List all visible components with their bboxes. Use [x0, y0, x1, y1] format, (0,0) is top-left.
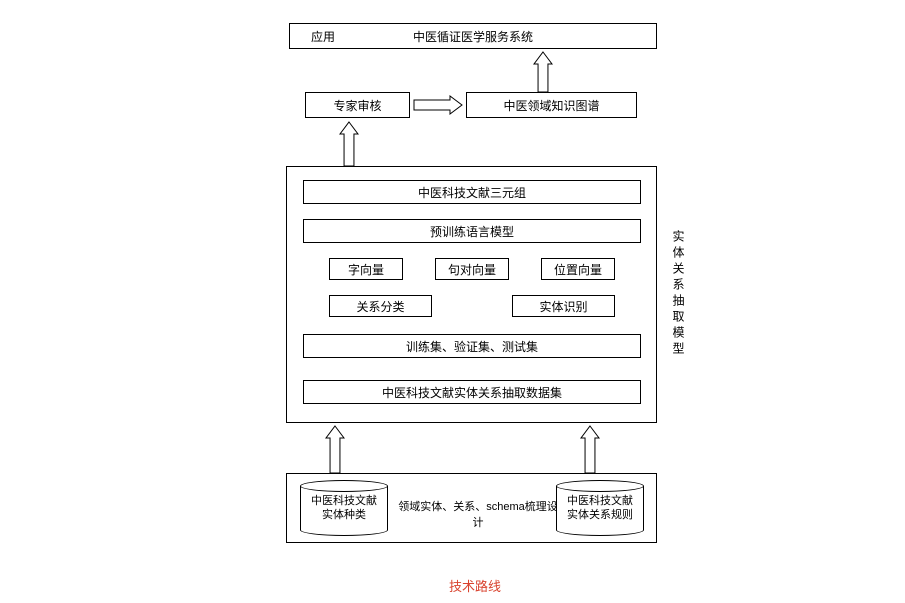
knowledge-graph-label: 中医领域知识图谱: [503, 97, 599, 114]
embedding-position-box: 位置向量: [541, 258, 615, 280]
app-title: 中医循证医学服务系统: [413, 28, 533, 45]
data-splits-box: 训练集、验证集、测试集: [303, 334, 641, 358]
model-side-label: 实体关系抽取模型: [670, 230, 687, 358]
dataset-box: 中医科技文献实体关系抽取数据集: [303, 380, 641, 404]
entity-recognition-box: 实体识别: [512, 295, 615, 317]
embedding-position-label: 位置向量: [554, 261, 602, 278]
cylinder-left-label: 中医科技文献 实体种类: [311, 494, 377, 523]
expert-review-box: 专家审核: [305, 92, 410, 118]
expert-review-label: 专家审核: [333, 97, 381, 114]
diagram-caption: 技术路线: [435, 576, 515, 595]
triples-label: 中医科技文献三元组: [418, 184, 526, 201]
embedding-sentpair-box: 句对向量: [435, 258, 509, 280]
app-label: 应用: [311, 28, 335, 45]
application-bar: 应用 中医循证医学服务系统: [289, 23, 657, 49]
knowledge-graph-box: 中医领域知识图谱: [466, 92, 637, 118]
relation-classification-box: 关系分类: [329, 295, 432, 317]
cylinder-right-label: 中医科技文献 实体关系规则: [567, 494, 633, 523]
cylinder-right: 中医科技文献 实体关系规则: [556, 480, 644, 536]
data-splits-label: 训练集、验证集、测试集: [406, 338, 538, 355]
relation-classification-label: 关系分类: [356, 298, 404, 315]
embedding-char-box: 字向量: [329, 258, 403, 280]
pretrained-box: 预训练语言模型: [303, 219, 641, 243]
bottom-mid-label: 领域实体、关系、schema梳理设计: [398, 498, 558, 530]
embedding-sentpair-label: 句对向量: [448, 261, 496, 278]
pretrained-label: 预训练语言模型: [430, 223, 514, 240]
cylinder-left: 中医科技文献 实体种类: [300, 480, 388, 536]
triples-box: 中医科技文献三元组: [303, 180, 641, 204]
dataset-label: 中医科技文献实体关系抽取数据集: [382, 384, 562, 401]
entity-recognition-label: 实体识别: [539, 298, 587, 315]
embedding-char-label: 字向量: [348, 261, 384, 278]
